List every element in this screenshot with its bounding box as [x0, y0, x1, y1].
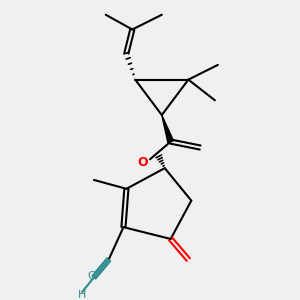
Text: H: H	[78, 290, 86, 300]
Text: C: C	[87, 271, 95, 281]
Polygon shape	[162, 115, 173, 142]
Text: O: O	[137, 156, 148, 169]
